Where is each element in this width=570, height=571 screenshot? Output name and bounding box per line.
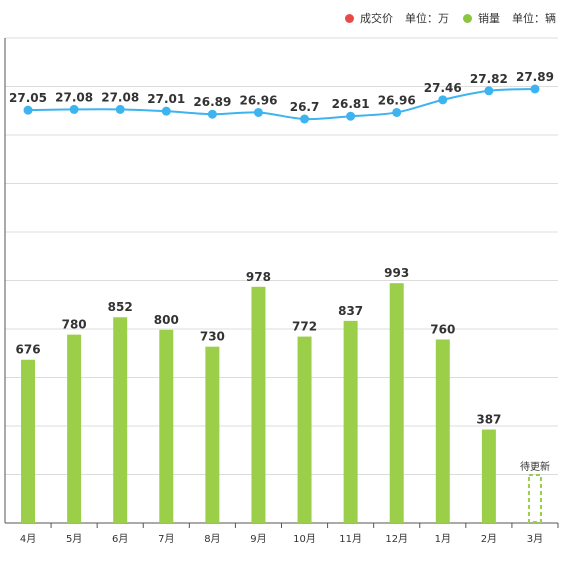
price-data-label: 27.89 xyxy=(516,70,554,84)
legend-label-price: 成交价 xyxy=(360,12,393,25)
x-tick-label: 11月 xyxy=(339,533,362,545)
sales-data-label: 387 xyxy=(476,413,501,427)
x-tick-label: 7月 xyxy=(158,533,174,545)
price-data-label: 27.08 xyxy=(55,90,93,104)
x-tick-label: 3月 xyxy=(527,533,543,545)
x-tick-label: 1月 xyxy=(435,533,451,545)
sales-data-label: 978 xyxy=(246,270,271,284)
x-tick-label: 2月 xyxy=(481,533,497,545)
legend-dot-price xyxy=(345,13,354,23)
price-data-label: 26.89 xyxy=(193,95,231,109)
price-point xyxy=(484,86,494,96)
legend: 成交价 单位：万 销量 单位：辆 xyxy=(345,10,556,26)
sales-bar xyxy=(343,320,358,523)
price-data-label: 27.05 xyxy=(9,91,47,105)
sales-bar xyxy=(435,339,450,523)
sales-bar xyxy=(251,286,266,523)
legend-unit-price: 单位：万 xyxy=(405,12,449,25)
price-data-label: 26.96 xyxy=(378,93,416,107)
sales-data-label: 837 xyxy=(338,304,363,318)
legend-label-sales: 销量 xyxy=(478,12,500,25)
price-point xyxy=(300,114,310,124)
sales-data-label: 730 xyxy=(200,330,225,344)
price-point xyxy=(23,105,33,115)
sales-data-label: 772 xyxy=(292,320,317,334)
sales-bar xyxy=(21,359,36,523)
legend-item-sales[interactable]: 销量 单位：辆 xyxy=(463,10,556,26)
legend-item-price[interactable]: 成交价 单位：万 xyxy=(345,10,449,26)
x-tick-label: 8月 xyxy=(204,533,220,545)
price-point xyxy=(392,107,402,117)
sales-bar xyxy=(297,336,312,523)
x-tick-label: 9月 xyxy=(250,533,266,545)
sales-data-label: 676 xyxy=(16,343,41,357)
legend-dot-sales xyxy=(463,13,472,23)
price-point xyxy=(346,111,356,121)
price-point xyxy=(69,104,79,114)
sales-bar xyxy=(389,283,404,523)
price-data-label: 27.01 xyxy=(147,92,185,106)
price-data-label: 26.81 xyxy=(332,97,370,111)
x-tick-label: 12月 xyxy=(385,533,408,545)
price-data-label: 27.46 xyxy=(424,81,462,95)
sales-bar xyxy=(113,317,128,523)
price-point xyxy=(161,106,171,116)
sales-data-label: 760 xyxy=(430,322,455,336)
pending-bar xyxy=(527,474,542,523)
price-point xyxy=(253,107,263,117)
sales-bar xyxy=(67,334,82,523)
sales-bar xyxy=(481,429,496,523)
sales-bar xyxy=(159,329,174,523)
x-tick-label: 4月 xyxy=(20,533,36,545)
price-data-label: 27.82 xyxy=(470,72,508,86)
sales-data-label: 993 xyxy=(384,266,409,280)
x-tick-label: 5月 xyxy=(66,533,82,545)
price-point xyxy=(207,109,217,119)
price-data-label: 26.96 xyxy=(239,93,277,107)
sales-data-label: 780 xyxy=(62,318,87,332)
x-tick-label: 10月 xyxy=(293,533,316,545)
pending-label: 待更新 xyxy=(520,460,550,473)
sales-bar xyxy=(205,346,220,523)
price-point xyxy=(115,104,125,114)
price-data-label: 26.7 xyxy=(290,100,320,114)
sales-data-label: 800 xyxy=(154,313,179,327)
price-point xyxy=(438,95,448,105)
x-tick-label: 6月 xyxy=(112,533,128,545)
price-point xyxy=(530,84,540,94)
price-data-label: 27.08 xyxy=(101,90,139,104)
legend-unit-sales: 单位：辆 xyxy=(512,12,556,25)
sales-data-label: 852 xyxy=(108,300,133,314)
